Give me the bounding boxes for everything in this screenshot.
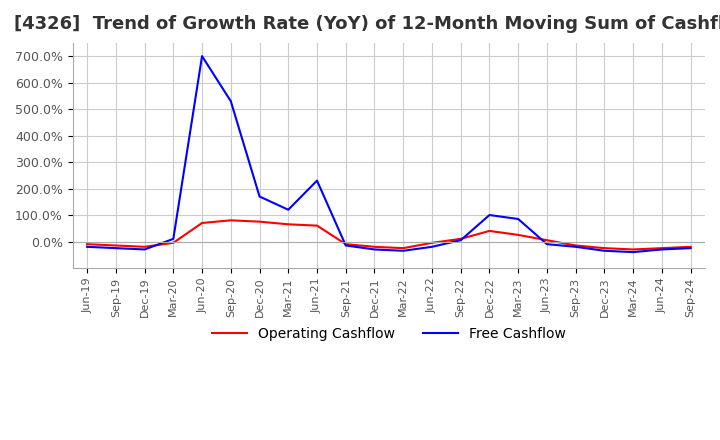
Operating Cashflow xyxy=(686,244,695,249)
Free Cashflow xyxy=(198,54,207,59)
Operating Cashflow xyxy=(370,244,379,249)
Operating Cashflow xyxy=(572,243,580,248)
Operating Cashflow xyxy=(399,246,408,251)
Free Cashflow xyxy=(341,243,350,248)
Free Cashflow xyxy=(370,247,379,252)
Operating Cashflow xyxy=(341,242,350,247)
Operating Cashflow xyxy=(198,220,207,226)
Operating Cashflow xyxy=(255,219,264,224)
Operating Cashflow xyxy=(514,232,523,238)
Operating Cashflow xyxy=(428,240,436,246)
Free Cashflow xyxy=(399,248,408,253)
Free Cashflow xyxy=(428,244,436,249)
Free Cashflow xyxy=(255,194,264,199)
Free Cashflow xyxy=(112,246,120,251)
Free Cashflow xyxy=(686,246,695,251)
Operating Cashflow xyxy=(112,243,120,248)
Free Cashflow xyxy=(284,207,292,213)
Operating Cashflow xyxy=(485,228,494,234)
Operating Cashflow xyxy=(629,247,637,252)
Operating Cashflow xyxy=(543,238,552,243)
Operating Cashflow xyxy=(83,242,91,247)
Free Cashflow xyxy=(543,242,552,247)
Legend: Operating Cashflow, Free Cashflow: Operating Cashflow, Free Cashflow xyxy=(207,322,571,347)
Operating Cashflow xyxy=(312,223,321,228)
Operating Cashflow xyxy=(140,244,149,249)
Operating Cashflow xyxy=(227,218,235,223)
Operating Cashflow xyxy=(657,246,666,251)
Free Cashflow xyxy=(227,99,235,104)
Title: [4326]  Trend of Growth Rate (YoY) of 12-Month Moving Sum of Cashflows: [4326] Trend of Growth Rate (YoY) of 12-… xyxy=(14,15,720,33)
Free Cashflow xyxy=(140,247,149,252)
Free Cashflow xyxy=(657,247,666,252)
Free Cashflow xyxy=(514,216,523,222)
Free Cashflow xyxy=(169,236,178,242)
Free Cashflow xyxy=(600,248,608,253)
Operating Cashflow xyxy=(169,240,178,246)
Free Cashflow xyxy=(312,178,321,183)
Operating Cashflow xyxy=(456,236,465,242)
Operating Cashflow xyxy=(284,222,292,227)
Line: Operating Cashflow: Operating Cashflow xyxy=(87,220,690,249)
Free Cashflow xyxy=(572,244,580,249)
Operating Cashflow xyxy=(600,246,608,251)
Free Cashflow xyxy=(83,244,91,249)
Line: Free Cashflow: Free Cashflow xyxy=(87,56,690,252)
Free Cashflow xyxy=(456,238,465,243)
Free Cashflow xyxy=(629,249,637,255)
Free Cashflow xyxy=(485,213,494,218)
